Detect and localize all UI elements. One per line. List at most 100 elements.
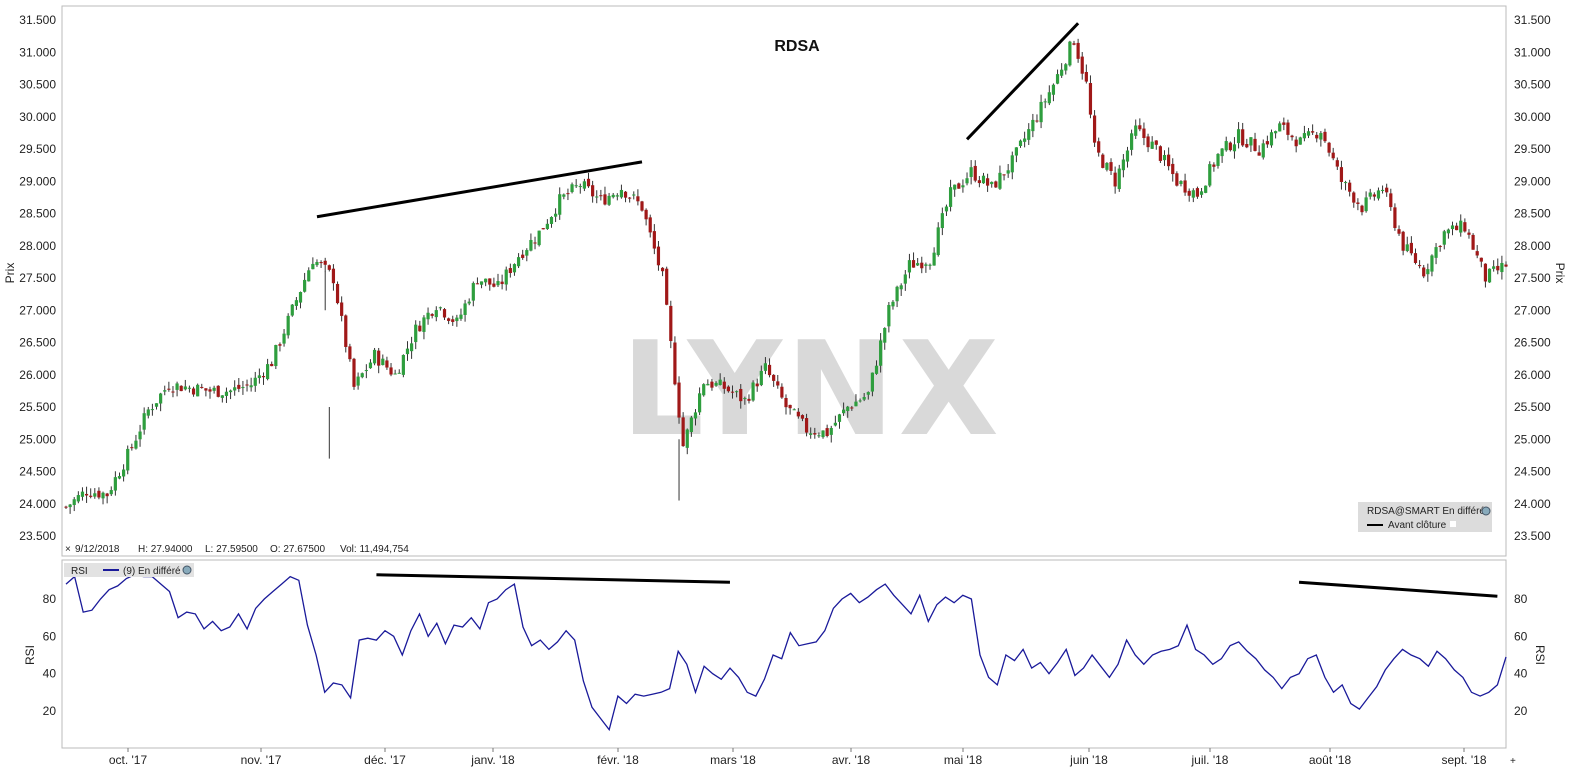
candle [1397, 225, 1401, 236]
candle [1068, 40, 1072, 67]
candle [1294, 136, 1298, 153]
candle [261, 372, 266, 385]
candle [1154, 140, 1158, 150]
candle [154, 403, 159, 410]
candle [113, 471, 117, 496]
candle [1368, 188, 1372, 200]
candle [146, 406, 150, 419]
candle [237, 378, 241, 393]
x-ticks: oct. '17 nov. '17 déc. '17 janv. '18 févr. '… [109, 748, 1487, 767]
rsi-ytick-left-2: 60 [43, 629, 57, 643]
legend-symbol: RDSA@SMART En différé [1367, 506, 1485, 517]
candle [1438, 245, 1442, 252]
candle [1031, 113, 1035, 138]
rsi-ytick-left-3: 80 [43, 592, 57, 606]
candle [294, 297, 298, 310]
rsi-trendline-0 [376, 573, 730, 584]
price-trendline-0 [316, 160, 643, 219]
info-volume: Vol: 11,494,754 [340, 544, 409, 555]
candle [500, 274, 504, 290]
candle [1471, 233, 1475, 250]
chart-title: RDSA [774, 38, 820, 55]
candle [829, 425, 833, 443]
candle [356, 372, 360, 390]
price-ytick-right-2: 24.500 [1514, 465, 1551, 479]
price-ytick-right-3: 25.000 [1514, 432, 1551, 446]
candle [1339, 160, 1344, 190]
candle [1027, 123, 1031, 145]
candle [447, 317, 451, 325]
candle [467, 298, 471, 306]
price-ytick-left-9: 28.000 [19, 239, 56, 253]
candle [1113, 166, 1117, 194]
price-ytick-left-12: 29.500 [19, 142, 56, 156]
xtick-label-9: juil. '18 [1191, 753, 1229, 767]
candle [122, 464, 126, 482]
candle [278, 342, 282, 352]
candle [804, 413, 809, 437]
legend-checkbox[interactable] [1450, 521, 1456, 527]
candle [1475, 245, 1479, 259]
candle [364, 364, 368, 379]
candle [866, 391, 870, 400]
candle [130, 443, 134, 451]
candle [315, 259, 319, 267]
candle [1323, 128, 1327, 143]
candle [241, 380, 245, 395]
candle [393, 369, 397, 375]
candle [1434, 243, 1438, 265]
candle [1426, 263, 1430, 282]
price-ylabel-left: Prix [3, 263, 17, 284]
price-ytick-left-14: 30.500 [19, 78, 56, 92]
candle [837, 413, 842, 429]
rsi-ytick-right-3: 80 [1514, 592, 1528, 606]
candle [179, 385, 183, 392]
price-ytick-right-13: 30.000 [1514, 110, 1551, 124]
corner-settings-icon[interactable]: + [1510, 756, 1516, 767]
candle [270, 361, 274, 367]
rsi-globe-icon[interactable] [182, 565, 192, 575]
candle [1327, 141, 1331, 157]
candle [471, 281, 475, 307]
candle [936, 222, 940, 257]
rsi-panel [61, 559, 1507, 749]
candle [1385, 183, 1389, 197]
candle [1134, 119, 1138, 140]
candle [1459, 214, 1463, 237]
candle [1084, 64, 1088, 84]
candle [434, 306, 438, 322]
candle [1302, 125, 1306, 142]
candle [1035, 114, 1039, 123]
price-ytick-right-15: 31.000 [1514, 45, 1551, 59]
price-ytick-left-11: 29.000 [19, 174, 56, 188]
candle [1380, 185, 1385, 194]
candle [1138, 118, 1142, 132]
rsi-ytick-left-0: 20 [43, 704, 57, 718]
candle [344, 314, 348, 353]
candle [554, 208, 558, 223]
candle [1343, 180, 1348, 191]
candle [1183, 173, 1187, 196]
rsi-ytick-right-0: 20 [1514, 704, 1528, 718]
candle [689, 415, 693, 437]
candle [586, 172, 591, 188]
candle [1014, 147, 1018, 163]
price-trendlines [316, 22, 1080, 219]
candle [1092, 110, 1097, 147]
xtick-label-6: avr. '18 [832, 753, 871, 767]
candle [93, 488, 97, 499]
candle [200, 383, 204, 389]
candle [331, 264, 336, 291]
candle [360, 372, 364, 379]
candle [928, 263, 932, 270]
candle [623, 190, 628, 203]
candle [84, 486, 89, 503]
candle [1241, 122, 1245, 147]
candle [1195, 186, 1200, 199]
info-close-icon[interactable]: × [65, 544, 71, 555]
candle [895, 285, 899, 308]
candle [969, 160, 973, 185]
candle [640, 200, 644, 212]
candle [1401, 230, 1405, 256]
legend-globe-icon[interactable] [1481, 506, 1491, 516]
